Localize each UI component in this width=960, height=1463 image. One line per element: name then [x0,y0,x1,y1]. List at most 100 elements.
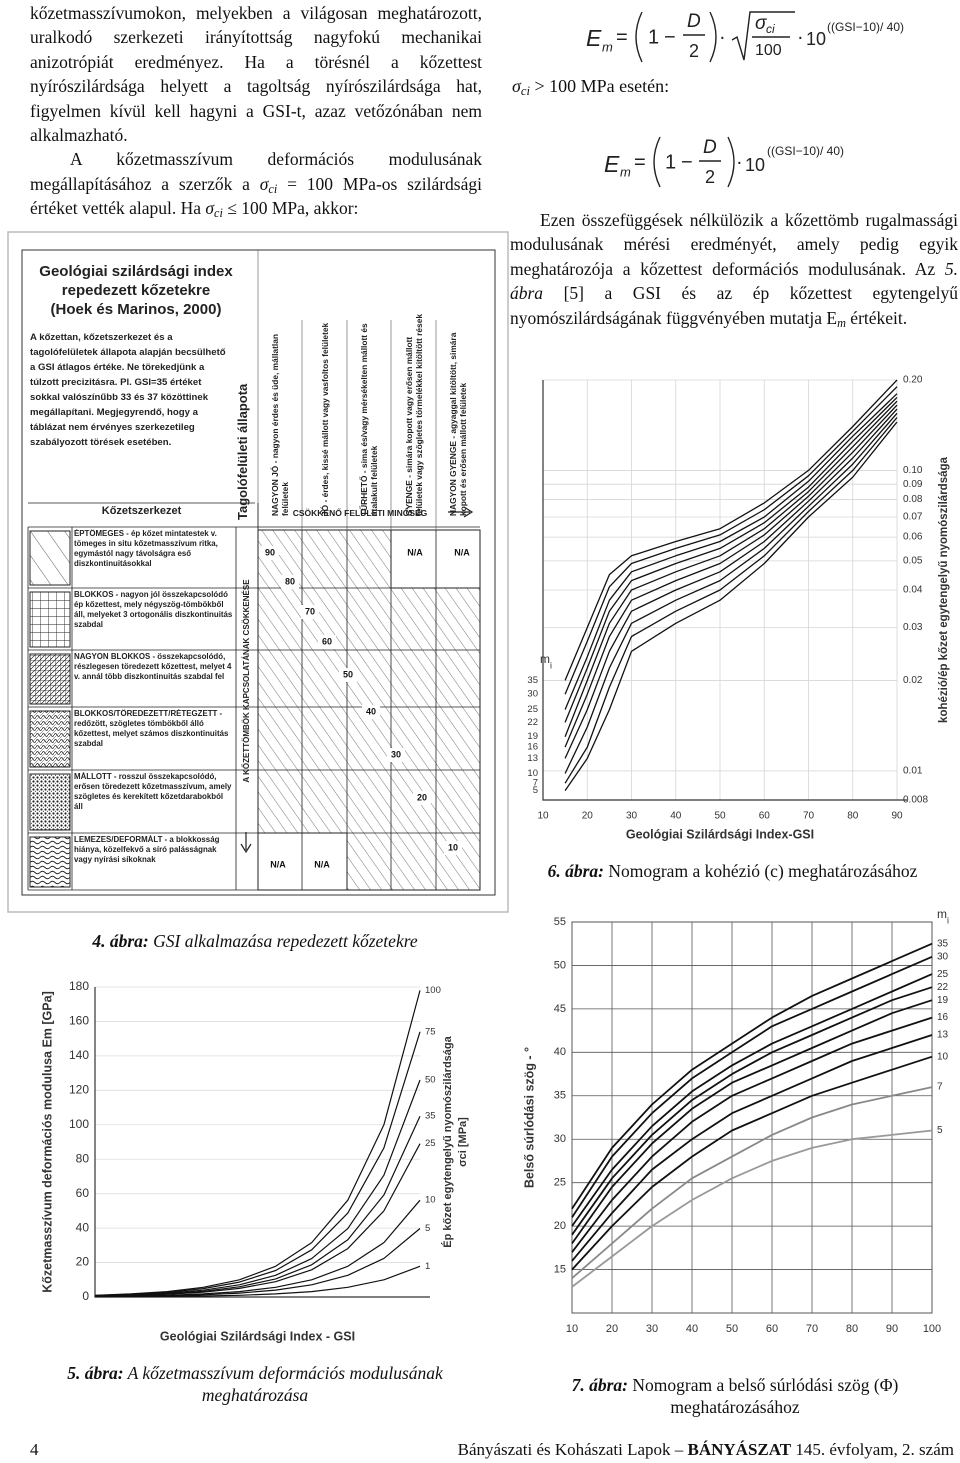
formula-text: 1 [665,151,676,173]
x-tick-label: 40 [670,811,682,822]
caption-label: 6. ábra: [547,861,604,881]
series-label: 25 [937,969,949,980]
curve [564,400,898,737]
y-tick-label: 15 [554,1263,566,1275]
curve [94,1079,421,1297]
series-label-title: i [947,915,949,925]
y-tick-label: 0 [82,1289,89,1303]
y-tick-label: 120 [69,1083,89,1097]
gsi-value: 90 [265,547,275,557]
x-tick-label: 30 [646,1323,658,1335]
x-tick-label: 30 [626,811,638,822]
label-bg [301,605,319,619]
curve [564,408,898,759]
series-label: 10 [937,1051,949,1062]
series-label: 10 [425,1195,436,1206]
text: 5. ábra [510,258,958,304]
y-tick-label: 80 [76,1151,90,1165]
series-label: 30 [527,689,538,700]
row-description: BLOKKOS - nagyon jól összekapcsolódó ép … [74,590,233,629]
series-label: 19 [937,995,949,1006]
row-description: BLOKKOS/TÖREDEZETT/RÉTEGZETT - redőzött,… [74,709,229,748]
x-tick-label: 60 [766,1323,778,1335]
subscript: m [837,315,846,330]
formula-text: · [736,151,743,173]
row-description: NAGYON BLOKKOS - összekapcsolódó, részle… [74,652,232,681]
formula-text: 10 [745,155,765,175]
formula-text: σ [755,13,768,34]
y-axis-label: Kőzetmasszívum deformációs modulusa Em [… [40,991,54,1292]
structure-header: Kőzetszerkezet [101,505,182,517]
y-tick-label: 0.06 [903,532,923,543]
symbol: σ [205,198,215,219]
series-label: 5 [533,785,538,796]
y-tick-label: 0.09 [903,479,923,490]
column-header: NAGYON JÓ - nagyon érdes és üde, mállatl… [270,334,290,516]
curve [571,955,933,1218]
paragraph: A kőzetmasszívum deformációs modulusának… [30,147,482,220]
x-tick-label: 90 [891,811,903,822]
x-tick-label: 10 [537,811,549,822]
x-tick-label: 60 [759,811,771,822]
x-axis-label: Geológiai Szilárdsági Index-GSI [626,827,814,841]
series-label: 25 [425,1138,436,1149]
right-axis-label: kohézió/ép kőzet egytengelyű nyomószilár… [938,456,950,722]
curve [94,990,421,1296]
series-label: 50 [425,1075,436,1086]
series-label-title: i [550,660,552,670]
series-label: 5 [937,1125,943,1136]
y-tick-label: 30 [554,1133,566,1145]
series-label: 30 [937,951,949,962]
column-header: JÓ - érdes, kissé mállott vagy vasfoltos… [319,322,330,516]
y-tick-label: 0.07 [903,512,923,523]
series-label: 22 [527,717,538,728]
caption: 7. ábra: Nomogram a belső súrlódási szög… [545,1374,925,1418]
formula-text: D [703,137,717,158]
gsi-value: 40 [366,706,376,716]
series-label: 19 [527,731,538,742]
formula-text: 2 [689,41,699,61]
y-tick-label: 55 [554,916,566,928]
curve [571,973,933,1227]
curve [94,1143,421,1297]
label-bg [387,748,405,762]
plot-frame [571,921,933,1314]
series-label: 25 [527,704,538,715]
formula-text: − [681,151,693,173]
gsi-value: 30 [391,749,401,759]
surface-header: Tagolófelületi állapota [234,383,250,520]
left-text: kőzetmasszívumokon, melyekben a világosa… [30,1,482,221]
y-tick-label: 0.10 [903,465,923,476]
column-header: NAGYON GYENGE - agyaggal kitöltött, simá… [448,332,468,516]
series-label: 13 [937,1030,949,1041]
series-label: 13 [527,753,538,764]
right-axis-label: Ép kőzet egytengelyű nyomószilárdsága [441,1035,454,1247]
gsi-value: 80 [285,576,295,586]
caption-label: 7. ábra: [571,1375,628,1395]
series-label: 35 [937,938,949,949]
curve [564,404,898,748]
curve [94,1115,421,1297]
caption: 6. ábra: Nomogram a kohézió (c) meghatár… [505,860,960,882]
y-tick-label: 35 [554,1090,566,1102]
series-label: 22 [937,982,949,993]
column-header: GYENGE - simára kopott vagy erősen mállo… [403,313,424,516]
y-axis-label: Belső súrlódási szög - ° [522,1047,536,1188]
right-text: Ezen összefüggések nélkülözik a kőzettöm… [510,208,958,330]
formula-text: − [664,26,676,48]
right-axis-label: σci [MPa] [457,1117,469,1167]
y-tick-label: 40 [76,1220,90,1234]
y-tick-label: 0.008 [903,795,928,806]
x-tick-label: 20 [606,1323,618,1335]
na-label: N/A [407,547,423,557]
y-tick-label: 0.20 [903,375,923,386]
label-bg [413,791,431,805]
series-label-title: m [937,907,947,921]
y-tick-label: 60 [76,1186,90,1200]
caption-label: 4. ábra: [92,931,149,951]
series-label: 16 [937,1012,949,1023]
formula-text: 2 [705,167,715,187]
text: BÁNYÁSZAT [687,1440,792,1459]
condition: σci > 100 MPa esetén: [512,76,669,97]
